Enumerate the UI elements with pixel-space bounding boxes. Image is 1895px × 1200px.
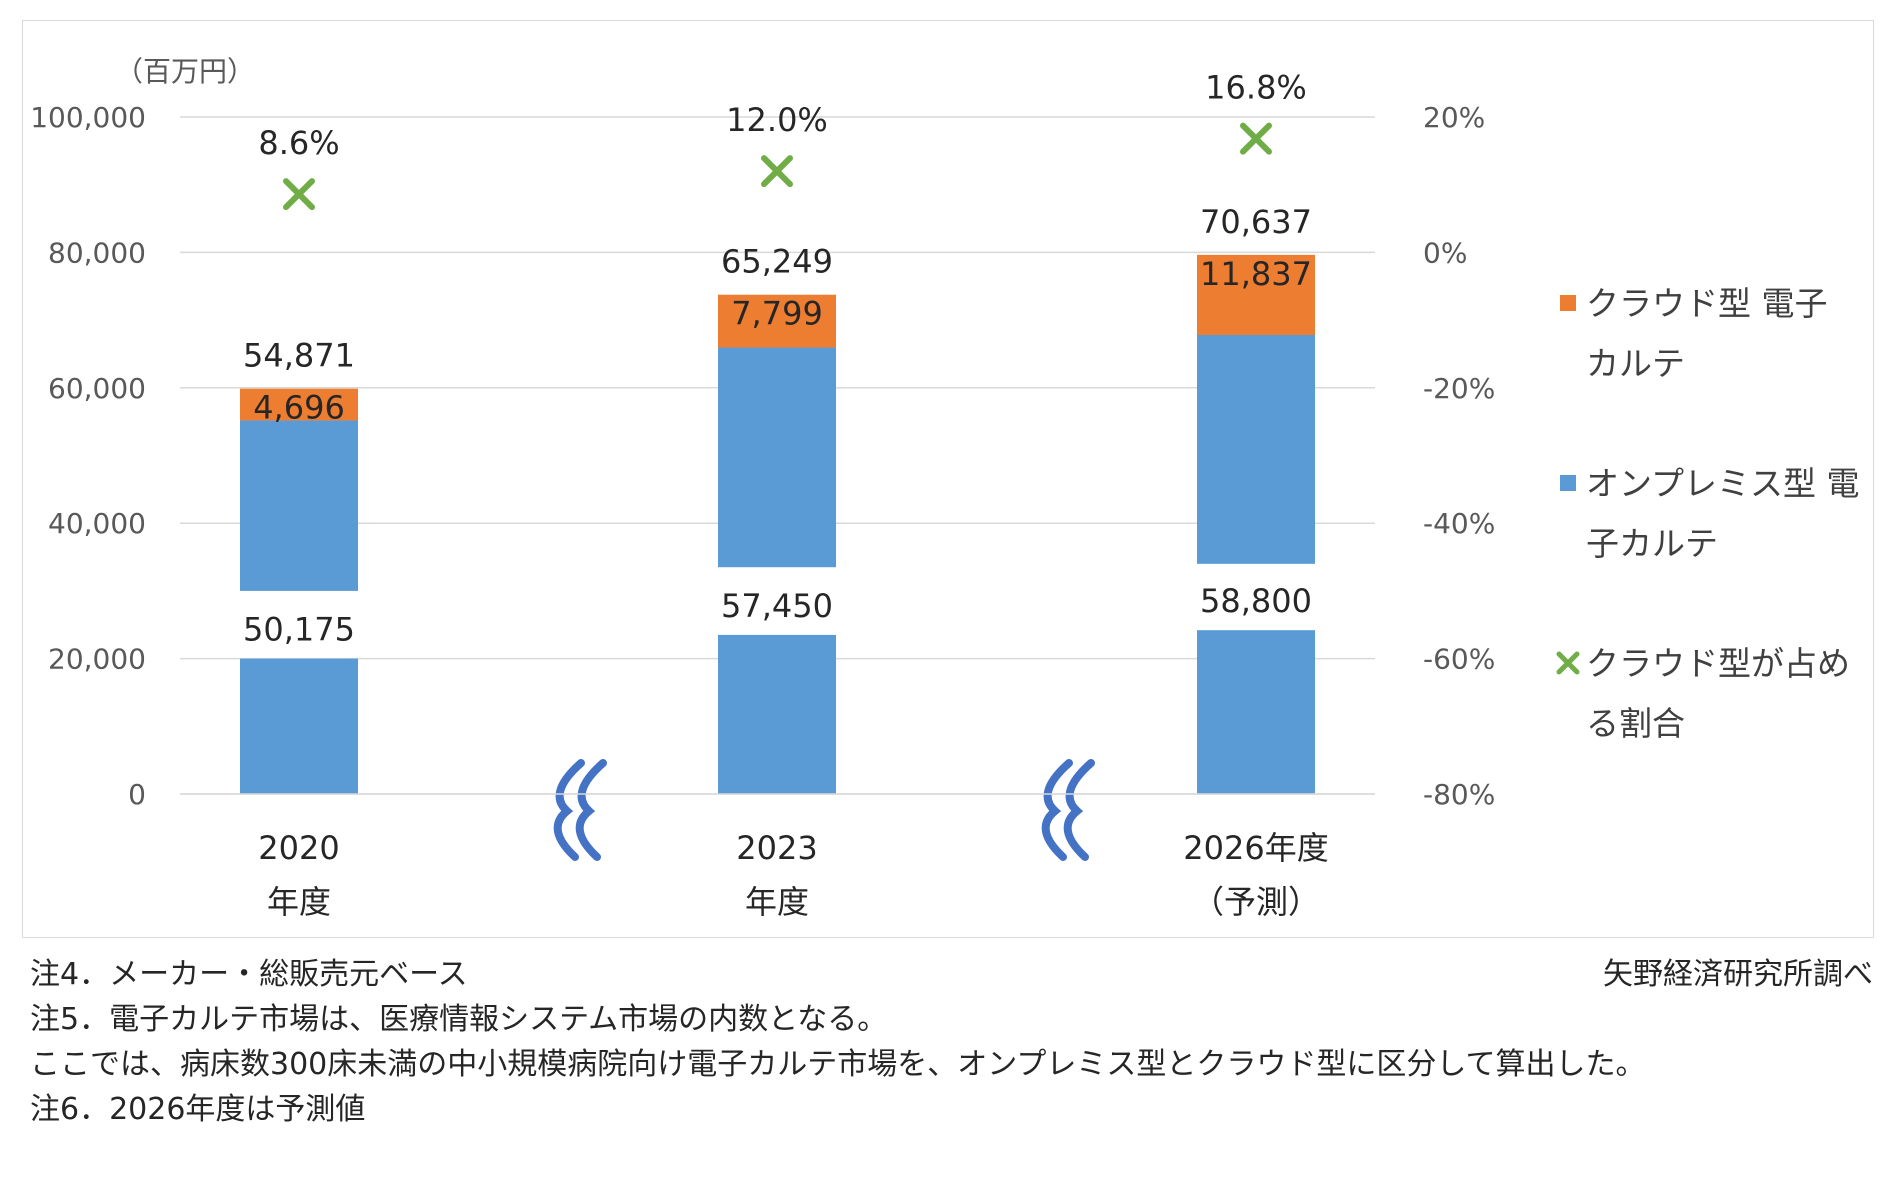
total-value-label: 65,249 xyxy=(721,243,833,281)
bar-cloud xyxy=(1197,254,1315,335)
footnote-line: 注6．2026年度は予測値 xyxy=(30,1092,366,1127)
y-right-tick-label: -60% xyxy=(1423,643,1495,676)
category-label: 2026年度 xyxy=(1183,829,1328,867)
legend-x-marker xyxy=(1556,651,1580,675)
bar-onpremise-upper xyxy=(718,347,836,568)
y-right-tick-label: -40% xyxy=(1423,507,1495,540)
y-left-tick-label: 100,000 xyxy=(30,101,146,134)
y-right-tick-label: -80% xyxy=(1423,778,1495,811)
share-marker-x xyxy=(761,155,793,188)
onpremise-value-label: 58,800 xyxy=(1200,582,1312,620)
bar-cloud xyxy=(240,388,358,421)
footnote-line: 注5．電子カルテ市場は、医療情報システム市場の内数となる。 xyxy=(30,1002,888,1037)
category-label: 2020 xyxy=(258,829,339,867)
axis-break-symbol xyxy=(1041,759,1095,861)
legend-label: る割合 xyxy=(1586,704,1685,743)
bar-onpremise-lower xyxy=(1197,630,1315,794)
y-right-tick-label: 0% xyxy=(1423,236,1467,269)
footnotes: 注4．メーカー・総販売元ベース 注5．電子カルテ市場は、医療情報システム市場の内… xyxy=(30,952,1645,1132)
y-left-tick-label: 60,000 xyxy=(48,372,146,405)
y-left-tick-label: 20,000 xyxy=(48,643,146,676)
source-credit: 矢野経済研究所調べ xyxy=(1603,957,1873,992)
share-value-label: 16.8% xyxy=(1205,69,1307,107)
bar-cloud xyxy=(718,294,836,348)
bar-onpremise-lower xyxy=(718,634,836,794)
y-left-tick-label: 40,000 xyxy=(48,507,146,540)
category-label: 2023 xyxy=(736,829,817,867)
legend-swatch xyxy=(1560,475,1576,491)
cloud-value-label: 7,799 xyxy=(731,295,823,333)
onpremise-value-label: 57,450 xyxy=(721,587,833,625)
share-marker-x xyxy=(1240,122,1272,155)
share-marker-x xyxy=(283,178,315,211)
footnote-line: ここでは、病床数300床未満の中小規模病院向け電子カルテ市場を、オンプレミス型と… xyxy=(30,1047,1646,1082)
bar-onpremise-upper xyxy=(1197,334,1315,564)
bar-onpremise-upper xyxy=(240,420,358,591)
legend-label: クラウド型が占め xyxy=(1586,644,1850,683)
category-label: （予測） xyxy=(1192,883,1320,921)
cloud-value-label: 4,696 xyxy=(253,389,345,427)
chart-frame: 0 20,000 40,000 60,000 80,000 100,000 -80% -60%… xyxy=(22,20,1874,938)
y-unit-label: （百万円） xyxy=(115,55,255,88)
legend-swatch xyxy=(1560,295,1576,311)
y-left-tick-label: 80,000 xyxy=(48,236,146,269)
share-value-label: 12.0% xyxy=(726,101,828,139)
cloud-value-label: 11,837 xyxy=(1200,255,1312,293)
share-value-label: 8.6% xyxy=(258,124,339,162)
total-value-label: 54,871 xyxy=(243,337,355,375)
category-label: 年度 xyxy=(745,883,809,921)
bar-onpremise-lower xyxy=(240,658,358,794)
total-value-label: 70,637 xyxy=(1200,203,1312,241)
y-right-tick-label: 20% xyxy=(1423,101,1485,134)
onpremise-value-label: 50,175 xyxy=(243,611,355,649)
y-right-tick-label: -20% xyxy=(1423,372,1495,405)
chart-canvas: 0 20,000 40,000 60,000 80,000 100,000 -80% -60%… xyxy=(30,55,1860,921)
category-label: 年度 xyxy=(267,883,331,921)
legend-label: カルテ xyxy=(1586,344,1685,383)
axis-break-symbol xyxy=(553,759,607,861)
legend-label: オンプレミス型 電 xyxy=(1586,464,1860,503)
legend-label: クラウド型 電子 xyxy=(1586,284,1828,323)
y-left-tick-label: 0 xyxy=(128,778,146,811)
legend-label: 子カルテ xyxy=(1586,524,1718,563)
footnote-line: 注4．メーカー・総販売元ベース xyxy=(30,957,468,992)
